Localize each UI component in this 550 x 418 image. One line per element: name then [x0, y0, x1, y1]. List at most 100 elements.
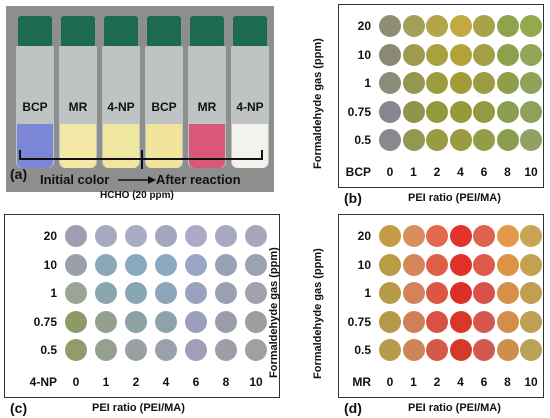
- color-dot: [95, 253, 117, 276]
- vial-powder: [232, 124, 268, 168]
- color-dot: [402, 282, 425, 304]
- color-dot: [402, 15, 425, 37]
- x-tick-label: 4: [162, 375, 170, 389]
- color-dot: [379, 225, 401, 247]
- x-tick-label: 0: [72, 375, 80, 389]
- x-tick-label: 8: [504, 375, 511, 389]
- color-dot: [402, 129, 425, 151]
- y-tick-label: 0.75: [347, 104, 371, 119]
- color-dot: [65, 253, 87, 276]
- vial-label: BCP: [151, 100, 177, 114]
- vial-cap: [61, 16, 95, 46]
- color-dot: [245, 339, 267, 361]
- color-dot: [245, 253, 267, 276]
- color-dot: [379, 310, 401, 333]
- color-dot: [496, 15, 519, 37]
- initial-color-label: Initial color: [40, 172, 110, 187]
- color-dot: [65, 310, 87, 333]
- color-dot: [473, 282, 495, 304]
- y-tick-label: 0.5: [40, 343, 57, 357]
- y-tick-label: 1: [364, 76, 371, 90]
- color-dot: [245, 282, 267, 304]
- color-dot: [520, 253, 542, 276]
- y-tick-label: 0.75: [33, 314, 57, 329]
- x-tick-label: 6: [480, 375, 488, 389]
- color-dot: [520, 339, 542, 361]
- color-dot: [426, 225, 448, 247]
- color-dot: [426, 339, 448, 361]
- vial-label: MR: [197, 100, 217, 114]
- panel-c: 20 10 1 0.75 0.5 4-NP 0 1 2 4 6 8 10 (c) PEI ratio (PE…: [4, 214, 280, 416]
- x-tick-label: 1: [410, 375, 417, 389]
- x-tick-label: 2: [132, 375, 140, 389]
- x-tick-label: 0: [386, 375, 394, 389]
- color-dot: [449, 43, 472, 66]
- x-tick-label: 1: [410, 165, 417, 179]
- vial-powder: [189, 124, 225, 168]
- color-dot: [379, 253, 401, 276]
- x-axis-title: PEI ratio (PEI/MA): [92, 402, 185, 414]
- y-tick-label: 1: [50, 286, 57, 300]
- color-dot: [155, 253, 177, 276]
- vial-glass: 4-NP: [231, 46, 269, 168]
- color-dot: [426, 129, 448, 151]
- panel-label: (c): [10, 400, 28, 416]
- y-tick-label: 10: [357, 257, 371, 272]
- x-tick-label: 2: [433, 375, 441, 389]
- color-dot: [473, 72, 495, 94]
- panel-a-label: (a): [10, 166, 28, 182]
- x-tick-label: 6: [192, 375, 200, 389]
- vial-label: BCP: [22, 100, 48, 114]
- vial-powder: [103, 124, 139, 168]
- color-dot: [496, 100, 519, 123]
- y-axis-title: Formaldehyde gas (ppm): [268, 247, 280, 378]
- vial: MR: [59, 16, 97, 168]
- color-dot: [379, 72, 401, 94]
- vial: BCP: [16, 16, 54, 168]
- color-dot: [65, 225, 87, 247]
- y-tick-label: 10: [43, 257, 57, 272]
- color-dot: [65, 282, 87, 304]
- x-axis-title: PEI ratio (PEI/MA): [408, 192, 501, 204]
- vial-powder: [17, 124, 53, 168]
- panel-d: 20 10 1 0.75 0.5 MR 0 1 2 4 6 8 10 Formaldehyde gas (…: [288, 214, 544, 416]
- x-tick-label: 10: [524, 165, 538, 179]
- vial-label: 4-NP: [107, 100, 135, 114]
- color-dot: [379, 100, 401, 123]
- panel-b: 20 10 1 0.75 0.5 BCP 0 1 2 4 6 8 10 Formaldehyde gas …: [288, 4, 544, 206]
- bracket-lines: [19, 150, 263, 184]
- x-tick-label: 6: [480, 165, 488, 179]
- x-tick-label: 4: [457, 375, 464, 389]
- color-dot: [185, 282, 207, 304]
- x-tick-label: 4: [457, 165, 464, 179]
- color-dot: [426, 282, 448, 304]
- color-dot: [449, 310, 472, 333]
- color-dot: [185, 253, 207, 276]
- color-dot: [215, 253, 237, 276]
- color-dot: [520, 100, 542, 123]
- color-dot: [473, 310, 495, 333]
- color-dot: [379, 43, 401, 66]
- color-dot: [449, 282, 472, 304]
- vial: MR: [188, 16, 226, 168]
- x-tick-label: 8: [222, 375, 230, 389]
- color-dot: [426, 43, 448, 66]
- y-axis-title: Formaldehyde gas (ppm): [312, 248, 324, 379]
- vial-cap: [233, 16, 267, 46]
- y-axis-title: Formaldehyde gas (ppm): [312, 38, 324, 169]
- vial-glass: MR: [59, 46, 97, 168]
- x-tick-label: 1: [102, 375, 110, 389]
- color-dot: [65, 339, 87, 361]
- color-dot: [473, 339, 495, 361]
- vial: 4-NP: [231, 16, 269, 168]
- vial-cap: [18, 16, 52, 46]
- color-dot: [496, 339, 519, 361]
- color-dot: [125, 253, 147, 276]
- dot-grid-frame: 20 10 1 0.75 0.5 MR 0 1 2 4 6 8 10: [338, 214, 544, 398]
- color-dot: [426, 253, 448, 276]
- color-dot: [245, 225, 267, 247]
- dot-grid-frame: 20 10 1 0.75 0.5 BCP 0 1 2 4 6 8 10: [338, 4, 544, 188]
- color-dot: [449, 253, 472, 276]
- color-dot: [95, 225, 117, 247]
- color-dot: [245, 310, 267, 333]
